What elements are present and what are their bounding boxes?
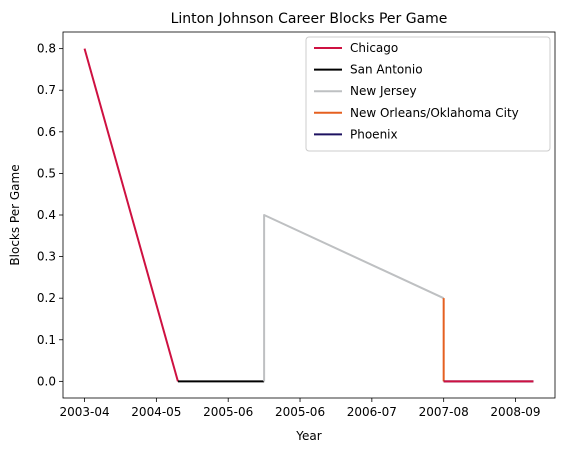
x-tick-label: 2005-06 (203, 405, 253, 419)
x-axis: 2003-04 2004-05 2005-06 2005-06 2006-07 2007-… (59, 398, 541, 419)
x-axis-label: Year (295, 429, 321, 443)
legend-label: Chicago (350, 41, 398, 55)
chart-title: Linton Johnson Career Blocks Per Game (171, 11, 448, 27)
x-tick-label: 2003-04 (59, 405, 109, 419)
legend-label: New Orleans/Oklahoma City (350, 106, 519, 120)
series-line-2 (263, 214, 445, 382)
legend-label: Phoenix (350, 127, 398, 141)
x-tick-label: 2008-09 (490, 405, 540, 419)
y-tick-label: 0.1 (37, 333, 56, 347)
y-tick-label: 0.7 (37, 83, 56, 97)
x-tick-label: 2004-05 (131, 405, 181, 419)
y-tick-label: 0.4 (37, 208, 56, 222)
x-tick-label: 2006-07 (347, 405, 397, 419)
y-tick-label: 0.6 (37, 125, 56, 139)
y-tick-label: 0.0 (37, 374, 56, 388)
y-tick-label: 0.8 (37, 42, 56, 56)
legend-label: New Jersey (350, 84, 417, 98)
y-tick-label: 0.3 (37, 250, 56, 264)
y-tick-label: 0.2 (37, 291, 56, 305)
x-tick-label: 2005-06 (275, 405, 325, 419)
legend-box (305, 36, 551, 152)
plot-lines (83, 48, 534, 383)
legend: Chicago San Antonio New Jersey New Orleans/… (305, 36, 551, 152)
y-axis-label: Blocks Per Game (8, 164, 22, 265)
legend-label: San Antonio (350, 63, 423, 77)
y-tick-label: 0.5 (37, 166, 56, 180)
series-line-0 (83, 48, 179, 382)
y-axis: 0.0 0.1 0.2 0.3 0.4 0.5 0.6 0.7 0.8 (37, 42, 63, 388)
x-tick-label: 2007-08 (419, 405, 469, 419)
